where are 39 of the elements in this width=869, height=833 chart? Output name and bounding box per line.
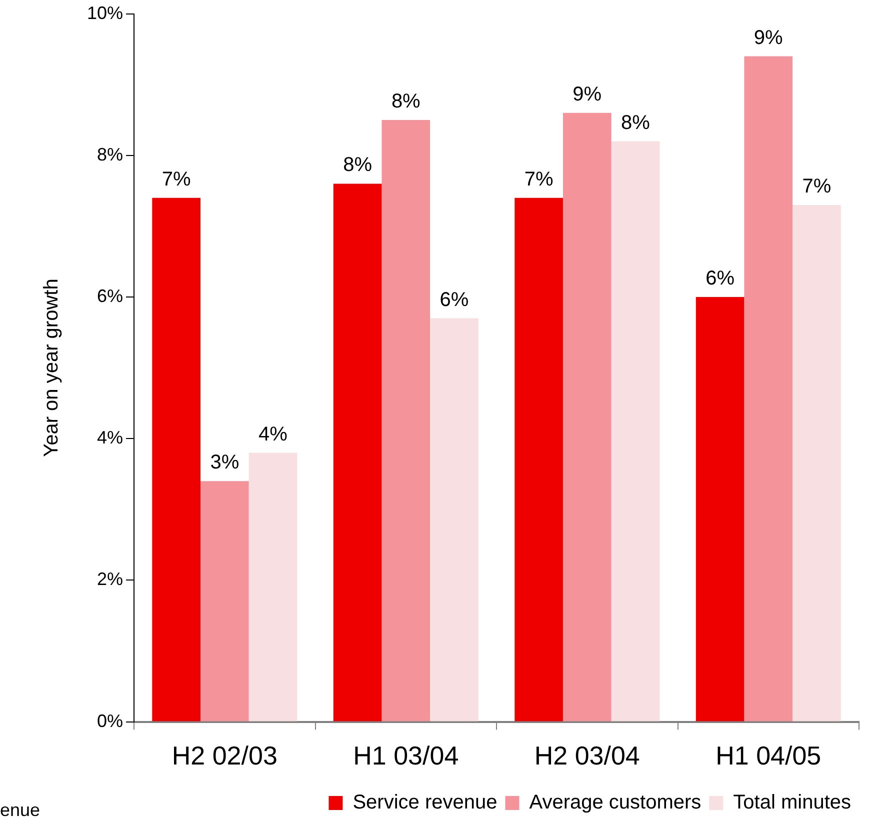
x-tick-label: H1 03/04: [353, 740, 459, 771]
y-tick-label: 10%: [86, 2, 124, 23]
bar: [792, 204, 841, 722]
bar: [152, 198, 200, 722]
data-label: 7%: [524, 168, 554, 190]
bar: [562, 112, 612, 722]
bar: [744, 56, 793, 722]
x-tick-label: H2 02/03: [172, 740, 278, 771]
x-tick-label: H1 04/05: [716, 740, 822, 771]
bar: [696, 297, 744, 722]
bar: [382, 120, 430, 722]
data-label: 9%: [754, 26, 784, 49]
y-tick-label: 8%: [97, 144, 124, 164]
data-label: 6%: [440, 288, 469, 311]
bar: [200, 481, 249, 722]
bar: [248, 452, 298, 722]
y-tick-label: 2%: [97, 569, 124, 590]
bar: [430, 318, 478, 722]
data-label: 7%: [802, 175, 832, 198]
text: enue: [0, 800, 40, 821]
legend-label: Total minutes: [733, 792, 852, 814]
data-label: 6%: [706, 268, 735, 290]
data-label: 7%: [162, 168, 191, 190]
legend-label: Service revenue: [352, 792, 498, 814]
y-tick-label: 4%: [97, 428, 124, 448]
data-label: 8%: [343, 154, 372, 176]
data-label: 8%: [621, 112, 650, 134]
bar: [514, 198, 563, 722]
x-tick-label: H2 03/04: [534, 740, 640, 771]
y-tick-label: 0%: [97, 710, 124, 731]
data-label: 8%: [391, 90, 421, 113]
data-label: 9%: [572, 83, 602, 106]
data-label: 4%: [258, 423, 288, 446]
bar: [333, 184, 382, 722]
y-tick-label: 6%: [97, 286, 124, 306]
data-label: 3%: [210, 452, 240, 474]
y-axis-title: Year on year growth: [40, 278, 63, 457]
legend-label: Average customers: [529, 792, 702, 814]
bar: [611, 141, 660, 722]
